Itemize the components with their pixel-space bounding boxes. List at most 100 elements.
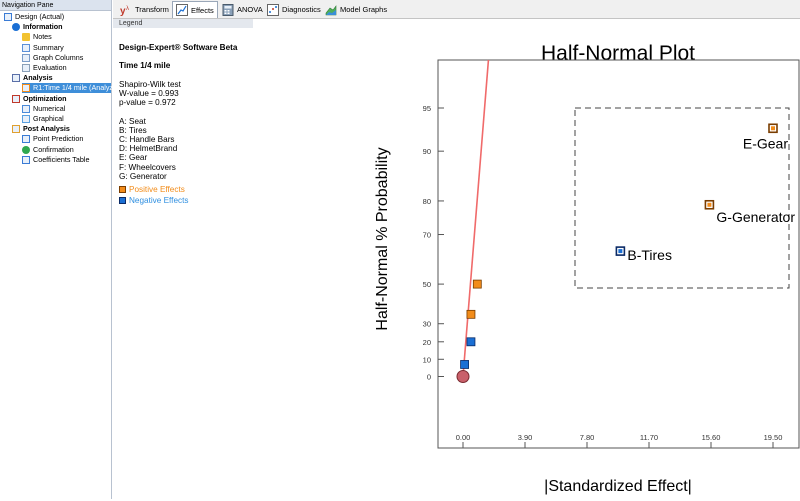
nav-item-design-actual[interactable]: Design (Actual) xyxy=(4,12,64,22)
negative-effects-legend: Negative Effects xyxy=(119,196,188,205)
x-tick-label: 11.70 xyxy=(640,433,658,442)
factor-item: B: Tires xyxy=(119,126,147,136)
x-tick-label: 7.80 xyxy=(580,433,595,442)
effect-point-negative[interactable] xyxy=(466,337,476,347)
table-icon xyxy=(4,13,12,21)
nav-item-label: Point Prediction xyxy=(33,134,84,144)
y-tick-label: 30 xyxy=(423,320,431,329)
legend-panel: Legend Design-Expert® Software Beta Time… xyxy=(113,19,435,499)
y-tick-label: 95 xyxy=(423,104,431,113)
effect-point-core xyxy=(618,249,623,254)
nav-item-post-analysis[interactable]: Post Analysis xyxy=(12,124,70,134)
w-value: W-value = 0.993 xyxy=(119,89,179,98)
nav-item-graph-columns[interactable]: Graph Columns xyxy=(22,53,83,63)
prediction-icon xyxy=(22,135,30,144)
nav-item-summary[interactable]: Summary xyxy=(22,43,64,53)
evaluation-icon xyxy=(22,64,30,72)
table-icon xyxy=(22,155,30,164)
svg-text:λ: λ xyxy=(126,6,129,12)
nav-item-label: Post Analysis xyxy=(23,124,70,134)
nav-item-confirmation[interactable]: Confirmation xyxy=(22,145,74,155)
nav-item-evaluation[interactable]: Evaluation xyxy=(22,63,67,73)
plot-area xyxy=(437,59,800,449)
nav-item-graphical[interactable]: Graphical xyxy=(22,114,64,124)
info-icon xyxy=(12,23,20,32)
x-axis-label: |Standardized Effect| xyxy=(544,478,692,495)
model-graphs-button[interactable]: Model Graphs xyxy=(322,1,390,18)
navigation-pane: Navigation Pane Design (Actual) Informati… xyxy=(0,0,114,499)
x-tick-label: 15.60 xyxy=(702,433,721,442)
nav-item-label: Analysis xyxy=(23,73,53,83)
positive-effects-legend: Positive Effects xyxy=(119,185,185,194)
analysis-icon xyxy=(12,74,20,83)
fit-line-layer xyxy=(462,59,490,377)
nav-item-label: Numerical xyxy=(33,103,66,113)
effect-label: G-Generator xyxy=(716,209,795,225)
nav-item-coefficients-table[interactable]: Coefficients Table xyxy=(22,155,89,165)
factor-item: E: Gear xyxy=(119,153,148,163)
navigation-pane-header: Navigation Pane xyxy=(0,0,111,11)
negative-effects-swatch xyxy=(119,197,126,204)
folder-icon xyxy=(22,33,30,42)
effect-label: E-Gear xyxy=(743,135,788,151)
graphical-icon xyxy=(22,115,30,123)
nav-item-label: Summary xyxy=(33,42,64,52)
y-axis-ticks: 0 10 20 30 50 70 80 90 95 xyxy=(423,104,444,382)
nav-item-label: Design (Actual) xyxy=(15,12,65,21)
nav-item-point-prediction[interactable]: Point Prediction xyxy=(22,134,83,144)
negative-effects-label: Negative Effects xyxy=(129,196,189,205)
numerical-icon xyxy=(22,104,30,113)
calculator-icon xyxy=(222,3,234,16)
effect-point-core xyxy=(707,202,712,207)
effect-point-positive[interactable] xyxy=(466,309,476,319)
x-axis-ticks: 0.00 3.90 7.80 11.70 15.60 19.50 xyxy=(456,433,782,448)
nav-item-numerical[interactable]: Numerical xyxy=(22,104,65,114)
nav-item-label: Graphical xyxy=(33,114,64,123)
nav-item-optimization[interactable]: Optimization xyxy=(12,94,67,104)
y-tick-label: 80 xyxy=(423,197,431,206)
graph-icon xyxy=(22,53,30,62)
nav-item-notes[interactable]: Notes xyxy=(22,32,52,42)
diagnostics-label: Diagnostics xyxy=(282,5,321,14)
nav-item-label: Coefficients Table xyxy=(33,154,90,164)
half-normal-plot: Half-Normal Plot Half-Normal % Probabili… xyxy=(360,19,800,501)
check-icon xyxy=(22,145,30,154)
y-tick-label: 10 xyxy=(423,355,431,364)
diagnostics-icon xyxy=(267,3,279,16)
effect-point-positive[interactable] xyxy=(472,279,482,289)
nav-item-information[interactable]: Information xyxy=(12,22,63,32)
anova-label: ANOVA xyxy=(237,5,263,14)
summary-icon xyxy=(22,43,30,52)
y-tick-label: 90 xyxy=(423,147,431,156)
nav-item-analysis[interactable]: Analysis xyxy=(12,73,53,83)
y-tick-label: 50 xyxy=(423,280,431,289)
nav-item-label: Notes xyxy=(33,32,52,42)
nav-item-r1-time-1-4-mile-analyz[interactable]: R1:Time 1/4 mile (Analyz xyxy=(22,83,114,94)
x-tick-label: 3.90 xyxy=(518,433,533,442)
normality-test-name: Shapiro-Wilk test xyxy=(119,80,181,89)
nav-item-label: Optimization xyxy=(23,93,67,103)
response-icon xyxy=(22,84,30,93)
effects-tab[interactable]: Effects xyxy=(172,1,218,18)
nav-item-label: Graph Columns xyxy=(33,52,84,62)
effects-label: Effects xyxy=(191,5,214,15)
y-tick-label: 20 xyxy=(423,338,431,347)
effect-point-negative[interactable] xyxy=(460,360,469,369)
anova-button[interactable]: ANOVA xyxy=(219,1,266,18)
nav-item-label: R1:Time 1/4 mile (Analyz xyxy=(33,83,114,93)
response-name: Time 1/4 mile xyxy=(119,61,171,70)
chart-title: Half-Normal Plot xyxy=(541,42,695,65)
p-value: p-value = 0.972 xyxy=(119,98,176,107)
error-estimate-point[interactable] xyxy=(456,370,470,383)
selection-box[interactable] xyxy=(574,107,790,289)
nav-item-label: Information xyxy=(23,22,63,32)
nav-item-label: Confirmation xyxy=(33,144,74,154)
factor-item: G: Generator xyxy=(119,171,167,181)
diagnostics-button[interactable]: Diagnostics xyxy=(264,1,324,18)
positive-effects-swatch xyxy=(119,186,126,193)
model-graphs-label: Model Graphs xyxy=(340,5,388,14)
software-name: Design-Expert® Software Beta xyxy=(119,43,238,52)
model-graphs-icon xyxy=(325,4,337,16)
